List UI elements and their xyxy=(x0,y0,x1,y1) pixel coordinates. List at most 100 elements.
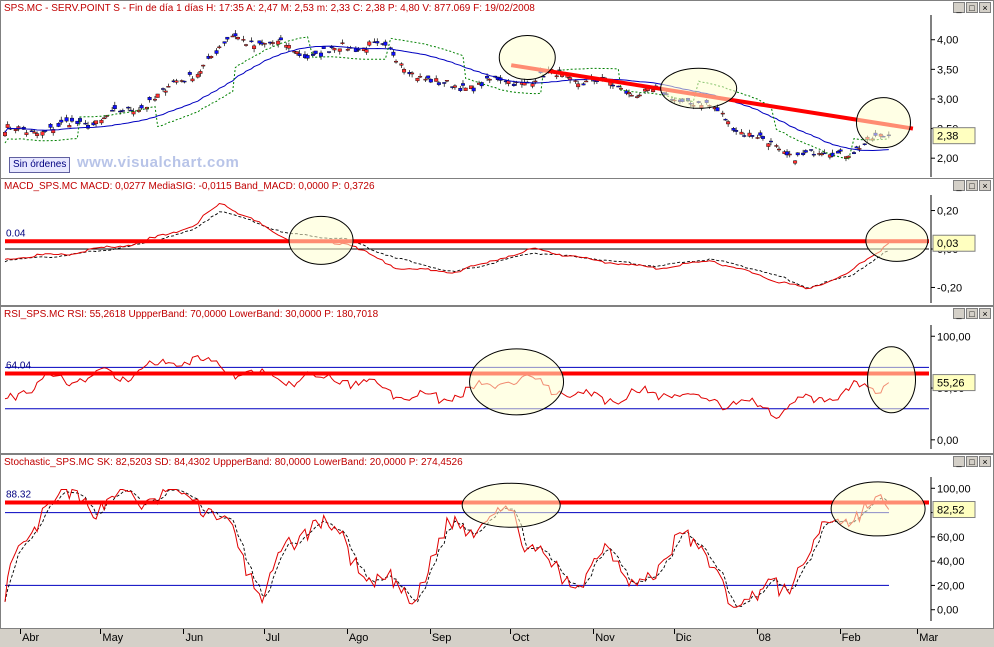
highlight-ellipse xyxy=(288,215,354,265)
candle-body xyxy=(415,77,420,82)
candle-body xyxy=(155,93,160,98)
minimize-button[interactable]: _ xyxy=(953,456,965,467)
candle-body xyxy=(252,45,257,49)
close-button[interactable]: × xyxy=(979,180,991,191)
rsi-level-label: 64.04 xyxy=(6,360,31,371)
rsi-window-buttons: _ □ × xyxy=(953,308,991,319)
candle-body xyxy=(461,83,465,86)
candle-body xyxy=(793,160,798,164)
candle-body xyxy=(110,110,115,112)
price-pane[interactable]: SPS.MC - SERV.POINT S - Fin de día 1 día… xyxy=(0,0,994,180)
candle-body xyxy=(217,46,222,49)
candle-body xyxy=(86,125,91,129)
candle-body xyxy=(769,140,773,143)
maximize-button[interactable]: □ xyxy=(966,308,978,319)
candle-body xyxy=(5,124,10,128)
candle-body xyxy=(471,87,476,92)
rsi-pane[interactable]: RSI_SPS.MC RSI: 55,2618 UppperBand: 70,0… xyxy=(0,306,994,454)
price-y-tick-label: 4,00 xyxy=(937,35,958,47)
candle-body xyxy=(739,131,744,135)
minimize-button[interactable]: _ xyxy=(953,180,965,191)
close-button[interactable]: × xyxy=(979,308,991,319)
candle-body xyxy=(723,118,728,121)
macd-pane[interactable]: MACD_SPS.MC MACD: 0,0277 MediaSIG: -0,01… xyxy=(0,178,994,306)
candle-body xyxy=(233,33,238,37)
candle-body xyxy=(69,117,74,122)
price-pane-title: SPS.MC - SERV.POINT S - Fin de día 1 día… xyxy=(4,3,535,14)
candle-body xyxy=(321,46,326,49)
time-axis-tick xyxy=(429,629,431,634)
candle-body xyxy=(452,85,457,88)
candle-body xyxy=(418,76,423,78)
candle-body xyxy=(624,90,629,94)
candle-body xyxy=(428,78,433,83)
highlight-ellipse xyxy=(867,346,917,414)
candle-body xyxy=(423,78,428,81)
candle-body xyxy=(332,48,337,51)
candle-body xyxy=(463,87,468,91)
candle-body xyxy=(742,135,747,137)
no-orders-badge[interactable]: Sin órdenes xyxy=(9,157,71,173)
candle-body xyxy=(294,51,299,54)
candle-body xyxy=(458,88,463,91)
stochastic-pane[interactable]: Stochastic_SPS.MC SK: 82,5203 SD: 84,430… xyxy=(0,454,994,630)
candle-body xyxy=(511,83,516,86)
rsi-last-value-box xyxy=(932,374,976,392)
time-axis-tick xyxy=(839,629,841,634)
candle-body xyxy=(402,69,407,73)
candle-body xyxy=(394,60,399,63)
highlight-ellipse xyxy=(855,97,911,149)
time-axis-label: Abr xyxy=(22,632,40,644)
time-axis-label: May xyxy=(102,632,124,644)
candle-body xyxy=(327,51,332,53)
candle-body xyxy=(29,130,34,132)
candle-body xyxy=(278,37,283,41)
candle-body xyxy=(747,132,752,137)
candle-body xyxy=(809,149,814,151)
candle-body xyxy=(64,117,69,122)
candle-body xyxy=(83,122,88,125)
candle-body xyxy=(201,64,206,67)
stochastic-pane-title: Stochastic_SPS.MC SK: 82,5203 SD: 84,430… xyxy=(4,457,463,468)
time-axis-label: Mar xyxy=(919,632,939,644)
candle-body xyxy=(766,143,771,147)
candle-body xyxy=(262,43,267,45)
stochastic-level-label: 88.32 xyxy=(6,489,31,500)
price-last-value-box xyxy=(932,127,976,145)
rsi-y-tick-label: 100,00 xyxy=(937,331,971,343)
close-button[interactable]: × xyxy=(979,2,991,13)
time-axis[interactable]: Abr May Jun Jul Ago Sep Oct Nov Dic 08 Feb Mar xyxy=(0,628,994,647)
stochastic-y-tick-label: 0,00 xyxy=(937,605,958,617)
maximize-button[interactable]: □ xyxy=(966,180,978,191)
macd-level-label: 0.04 xyxy=(6,228,26,239)
minimize-button[interactable]: _ xyxy=(953,2,965,13)
candle-body xyxy=(576,83,581,88)
candle-body xyxy=(276,40,281,45)
price-chart: 4,003,503,002,502,002,38 xyxy=(3,15,976,177)
candle-body xyxy=(147,97,152,101)
price-y-tick-label: 3,00 xyxy=(937,94,958,106)
candle-body xyxy=(720,112,725,115)
candle-body xyxy=(803,150,808,153)
candle-body xyxy=(337,48,342,52)
watermark: www.visualchart.com xyxy=(77,154,240,171)
moving-average-line xyxy=(4,45,889,152)
candle-body xyxy=(59,119,64,123)
stochastic-y-tick-label: 20,00 xyxy=(937,580,965,592)
maximize-button[interactable]: □ xyxy=(966,456,978,467)
time-axis-label: Jun xyxy=(185,632,204,644)
minimize-button[interactable]: _ xyxy=(953,308,965,319)
close-button[interactable]: × xyxy=(979,456,991,467)
candle-body xyxy=(182,80,187,83)
time-axis-label: Sep xyxy=(431,632,452,644)
candle-body xyxy=(487,78,492,81)
candle-body xyxy=(94,120,99,125)
stochastic-sd-line xyxy=(4,489,890,607)
candle-body xyxy=(852,152,856,154)
candle-body xyxy=(139,105,144,109)
time-axis-label: 08 xyxy=(758,632,771,644)
maximize-button[interactable]: □ xyxy=(966,2,978,13)
candle-body xyxy=(270,42,275,44)
candle-body xyxy=(530,83,535,87)
